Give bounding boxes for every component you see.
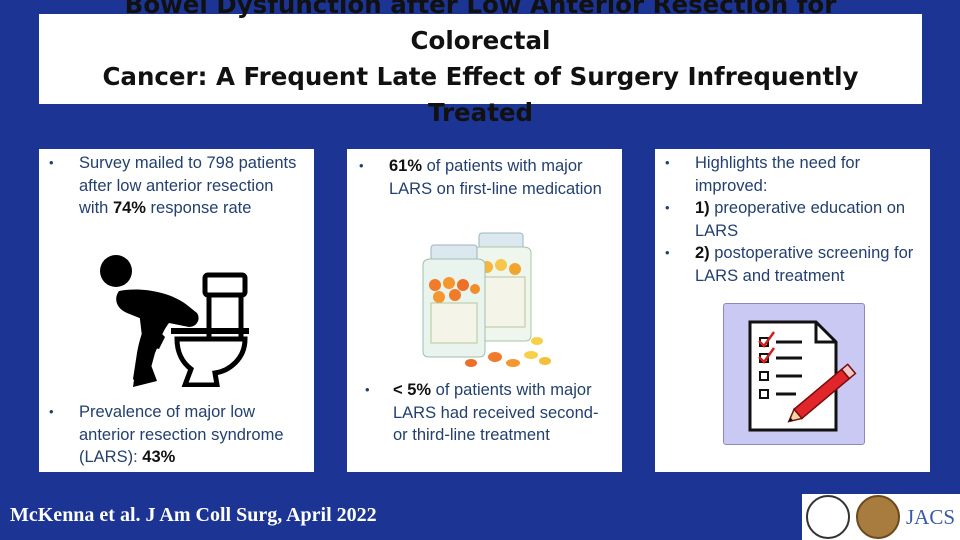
- college-seal-icon: [856, 495, 900, 539]
- seal-icon: [806, 495, 850, 539]
- bullet-dot: •: [49, 155, 54, 170]
- screening-bullet: • 2) postoperative screening for LARS an…: [665, 242, 927, 287]
- highlights-bullet: • Highlights the need for improved:: [665, 152, 927, 197]
- bullet-dot: •: [665, 155, 670, 170]
- education-text: 1) preoperative education on LARS: [695, 199, 906, 240]
- title-banner: Bowel Dysfunction after Low Anterior Res…: [39, 0, 922, 127]
- medicine-bottles-icon: [422, 232, 551, 367]
- recommendations-panel: • Highlights the need for improved: • 1)…: [655, 149, 930, 472]
- checklist-illustration: [723, 303, 865, 445]
- citation: McKenna et al. J Am Coll Surg, April 202…: [10, 504, 377, 526]
- title-line-2: Cancer: A Frequent Late Effect of Surger…: [102, 62, 859, 127]
- bullet-dot: •: [49, 404, 54, 419]
- toilet-sitting-person-icon: [100, 255, 249, 387]
- title-line-1: Bowel Dysfunction after Low Anterior Res…: [124, 0, 837, 55]
- bullet-dot: •: [365, 382, 370, 397]
- survey-bullet: • Survey mailed to 798 patients after lo…: [49, 152, 307, 220]
- education-bullet: • 1) preoperative education on LARS: [665, 197, 927, 242]
- page-title: Bowel Dysfunction after Low Anterior Res…: [51, 0, 911, 131]
- prevalence-bullet: • Prevalence of major low anterior resec…: [49, 401, 311, 469]
- second-line-bullet: • < 5% of patients with major LARS had r…: [365, 379, 615, 447]
- prevalence-text: Prevalence of major low anterior resecti…: [79, 403, 284, 466]
- medication-panel: • 61% of patients with major LARS on fir…: [347, 149, 622, 472]
- first-line-bullet: • 61% of patients with major LARS on fir…: [359, 155, 614, 200]
- journal-logo-text: JACS: [906, 504, 956, 529]
- bullet-dot: •: [665, 245, 670, 260]
- highlights-text: Highlights the need for improved:: [695, 154, 861, 195]
- second-line-text: < 5% of patients with major LARS had rec…: [393, 381, 599, 444]
- bullet-dot: •: [359, 158, 364, 173]
- survey-text: Survey mailed to 798 patients after low …: [79, 154, 297, 217]
- bullet-dot: •: [665, 200, 670, 215]
- survey-panel: • Survey mailed to 798 patients after lo…: [39, 149, 314, 472]
- first-line-text: 61% of patients with major LARS on first…: [389, 157, 602, 198]
- screening-text: 2) postoperative screening for LARS and …: [695, 244, 914, 285]
- journal-logo-strip: JACS: [802, 494, 960, 540]
- checklist-pencil-icon: [748, 320, 857, 432]
